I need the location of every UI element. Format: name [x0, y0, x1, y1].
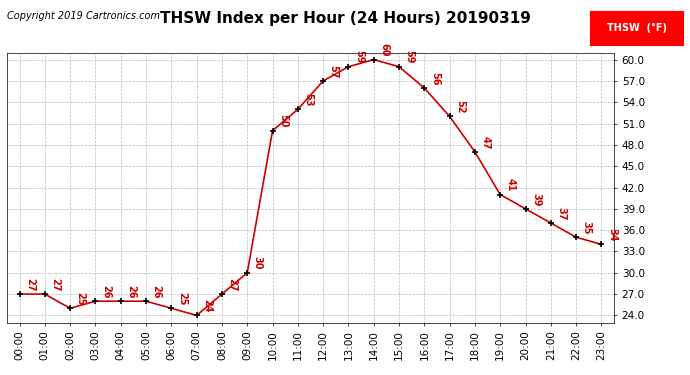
- Text: 37: 37: [556, 207, 566, 220]
- Text: 30: 30: [253, 256, 263, 270]
- Text: 60: 60: [380, 44, 389, 57]
- Text: 26: 26: [152, 285, 161, 298]
- Text: 57: 57: [328, 64, 339, 78]
- Text: 34: 34: [607, 228, 617, 242]
- Text: 39: 39: [531, 192, 541, 206]
- Text: Copyright 2019 Cartronics.com: Copyright 2019 Cartronics.com: [7, 11, 160, 21]
- Text: 27: 27: [50, 278, 61, 291]
- Text: 53: 53: [304, 93, 313, 106]
- Text: 52: 52: [455, 100, 465, 114]
- Text: 41: 41: [506, 178, 516, 192]
- Text: 26: 26: [126, 285, 137, 298]
- Text: 27: 27: [228, 278, 237, 291]
- Text: 56: 56: [430, 72, 440, 85]
- Text: 25: 25: [177, 292, 187, 306]
- Text: 26: 26: [101, 285, 111, 298]
- Text: THSW  (°F): THSW (°F): [607, 23, 667, 33]
- Text: 35: 35: [582, 221, 592, 234]
- Text: 50: 50: [278, 114, 288, 128]
- Text: 59: 59: [404, 50, 415, 64]
- Text: 24: 24: [202, 299, 213, 313]
- Text: 59: 59: [354, 50, 364, 64]
- Text: 47: 47: [480, 136, 491, 149]
- Text: THSW Index per Hour (24 Hours) 20190319: THSW Index per Hour (24 Hours) 20190319: [159, 11, 531, 26]
- Text: 25: 25: [76, 292, 86, 306]
- Text: 27: 27: [25, 278, 35, 291]
